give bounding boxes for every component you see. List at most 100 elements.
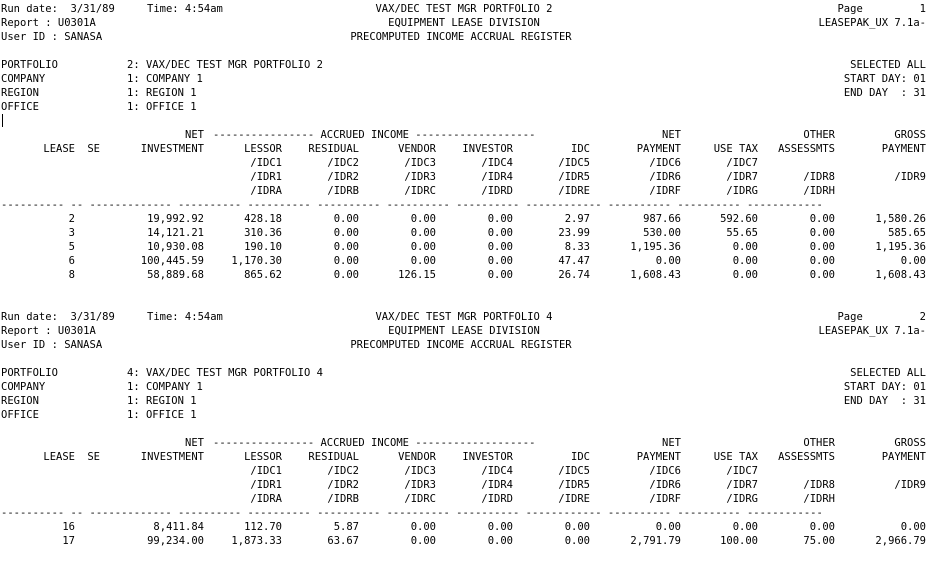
column-header: /IDRC [404,185,436,197]
column-separator: ---------- -- ------------- ---------- -… [1,198,931,212]
column-header: /IDC5 [558,157,590,169]
cell-investment: 99,234.00 [147,535,204,547]
cell-vendor: 0.00 [410,521,436,533]
cell-residual: 0.00 [333,241,359,253]
column-header: /IDR3 [404,479,436,491]
cell-lease: 5 [68,241,75,253]
cell-lessor: 310.36 [244,227,282,239]
column-header: /IDC7 [726,465,758,477]
page-number: Page 2 [837,311,926,323]
cell-gross: 1,608.43 [875,269,926,281]
cell-idc: 23.99 [558,227,590,239]
column-header-line: /IDRA/IDRB/IDRC/IDRD/IDRE/IDRF/IDRG/IDRH [1,492,931,506]
cell-gross: 0.00 [900,255,926,267]
accrued-income-banner: ---------------- ACCRUED INCOME --------… [213,129,536,141]
column-header: NET [185,437,204,449]
column-header-line: NET ---------------- ACCRUED INCOME -----… [1,128,931,142]
report-header-line-2: Report : U0301A EQUIPMENT LEASE DIVISION L… [1,16,931,30]
selection-info: START DAY: 01 [843,73,926,85]
cell-investor: 0.00 [487,255,513,267]
criteria-value: 2: VAX/DEC TEST MGR PORTFOLIO 2 [127,59,323,71]
column-header: SE [87,451,100,463]
column-header: /IDR2 [327,171,359,183]
column-header: /IDR7 [726,171,758,183]
cell-use_tax: 0.00 [732,241,758,253]
cell-residual: 5.87 [333,521,359,533]
column-header-line: /IDR1/IDR2/IDR3/IDR4/IDR5/IDR6/IDR7/IDR8… [1,478,931,492]
selection-info: END DAY : 31 [843,87,926,99]
cell-residual: 0.00 [333,227,359,239]
criteria-value: 4: VAX/DEC TEST MGR PORTFOLIO 4 [127,367,323,379]
column-header: /IDC4 [481,157,513,169]
column-header: INVESTOR [462,451,513,463]
cell-gross: 585.65 [888,227,926,239]
table-row: 16 8,411.84 112.70 5.87 0.00 0.00 0.00 0.00 0.00… [1,520,931,534]
cell-lease: 16 [62,521,75,533]
column-header: NET [662,129,681,141]
accrued-income-banner: ---------------- ACCRUED INCOME --------… [213,437,536,449]
criteria-company: COMPANY 1: COMPANY 1 START DAY: 01 [1,380,931,394]
table-row: 8 58,889.68 865.62 0.00 126.15 0.00 26.74 1,608… [1,268,931,282]
register-title: PRECOMPUTED INCOME ACCRUAL REGISTER [350,339,572,351]
selection-info: SELECTED ALL [850,59,926,71]
column-header: LEASE [43,451,75,463]
run-date: Run date: 3/31/89 [1,311,115,323]
cell-net_payment: 987.66 [643,213,681,225]
column-header: /IDR6 [649,479,681,491]
column-header: ASSESSMTS [778,143,835,155]
column-header: GROSS [894,129,926,141]
column-header: /IDRF [649,185,681,197]
column-header: /IDC6 [649,157,681,169]
cell-idc: 26.74 [558,269,590,281]
cell-investor: 0.00 [487,227,513,239]
column-header: /IDRF [649,493,681,505]
cell-other: 0.00 [809,521,835,533]
selection-info: SELECTED ALL [850,367,926,379]
criteria-portfolio: PORTFOLIO 2: VAX/DEC TEST MGR PORTFOLIO 2… [1,58,931,72]
cell-investor: 0.00 [487,521,513,533]
cell-idc: 2.97 [564,213,590,225]
cell-idc: 0.00 [564,521,590,533]
register-title: PRECOMPUTED INCOME ACCRUAL REGISTER [350,31,572,43]
column-header: /IDC2 [327,465,359,477]
cell-lessor: 1,170.30 [231,255,282,267]
criteria-label: REGION [1,395,39,407]
column-header: /IDR3 [404,171,436,183]
cell-investor: 0.00 [487,213,513,225]
cell-idc: 0.00 [564,535,590,547]
cell-idc: 8.33 [564,241,590,253]
separator-dashes: ---------- -- ------------- ---------- -… [1,507,823,519]
column-header: /IDR8 [803,171,835,183]
cell-residual: 0.00 [333,269,359,281]
product-version: LEASEPAK_UX 7.1a- [818,325,926,337]
criteria-label: OFFICE [1,101,39,113]
criteria-office: OFFICE 1: OFFICE 1 [1,408,931,422]
cell-gross: 0.00 [900,521,926,533]
cell-lease: 2 [68,213,75,225]
cell-other: 0.00 [809,213,835,225]
column-header: INVESTOR [462,143,513,155]
report-header-line-1: Run date: 3/31/89 Time: 4:54am VAX/DEC TES… [1,2,931,16]
column-header: /IDR1 [250,171,282,183]
cell-lessor: 190.10 [244,241,282,253]
text-cursor [2,114,3,127]
cell-lessor: 865.62 [244,269,282,281]
cell-net_payment: 1,608.43 [630,269,681,281]
column-header-line: LEASE SE INVESTMENT LESSOR RESIDUAL VENDOR INV… [1,142,931,156]
column-header-line: /IDRA/IDRB/IDRC/IDRD/IDRE/IDRF/IDRG/IDRH [1,184,931,198]
criteria-company: COMPANY 1: COMPANY 1 START DAY: 01 [1,72,931,86]
column-header-line: /IDR1/IDR2/IDR3/IDR4/IDR5/IDR6/IDR7/IDR8… [1,170,931,184]
cell-use_tax: 100.00 [720,535,758,547]
column-header: LEASE [43,143,75,155]
selection-info: END DAY : 31 [843,395,926,407]
cell-use_tax: 0.00 [732,269,758,281]
cell-investment: 58,889.68 [147,269,204,281]
column-header: /IDC3 [404,465,436,477]
cell-vendor: 0.00 [410,255,436,267]
cell-use_tax: 0.00 [732,521,758,533]
cell-lessor: 428.18 [244,213,282,225]
cell-use_tax: 0.00 [732,255,758,267]
cell-vendor: 0.00 [410,241,436,253]
column-header: /IDR9 [894,479,926,491]
cell-investment: 100,445.59 [140,255,204,267]
